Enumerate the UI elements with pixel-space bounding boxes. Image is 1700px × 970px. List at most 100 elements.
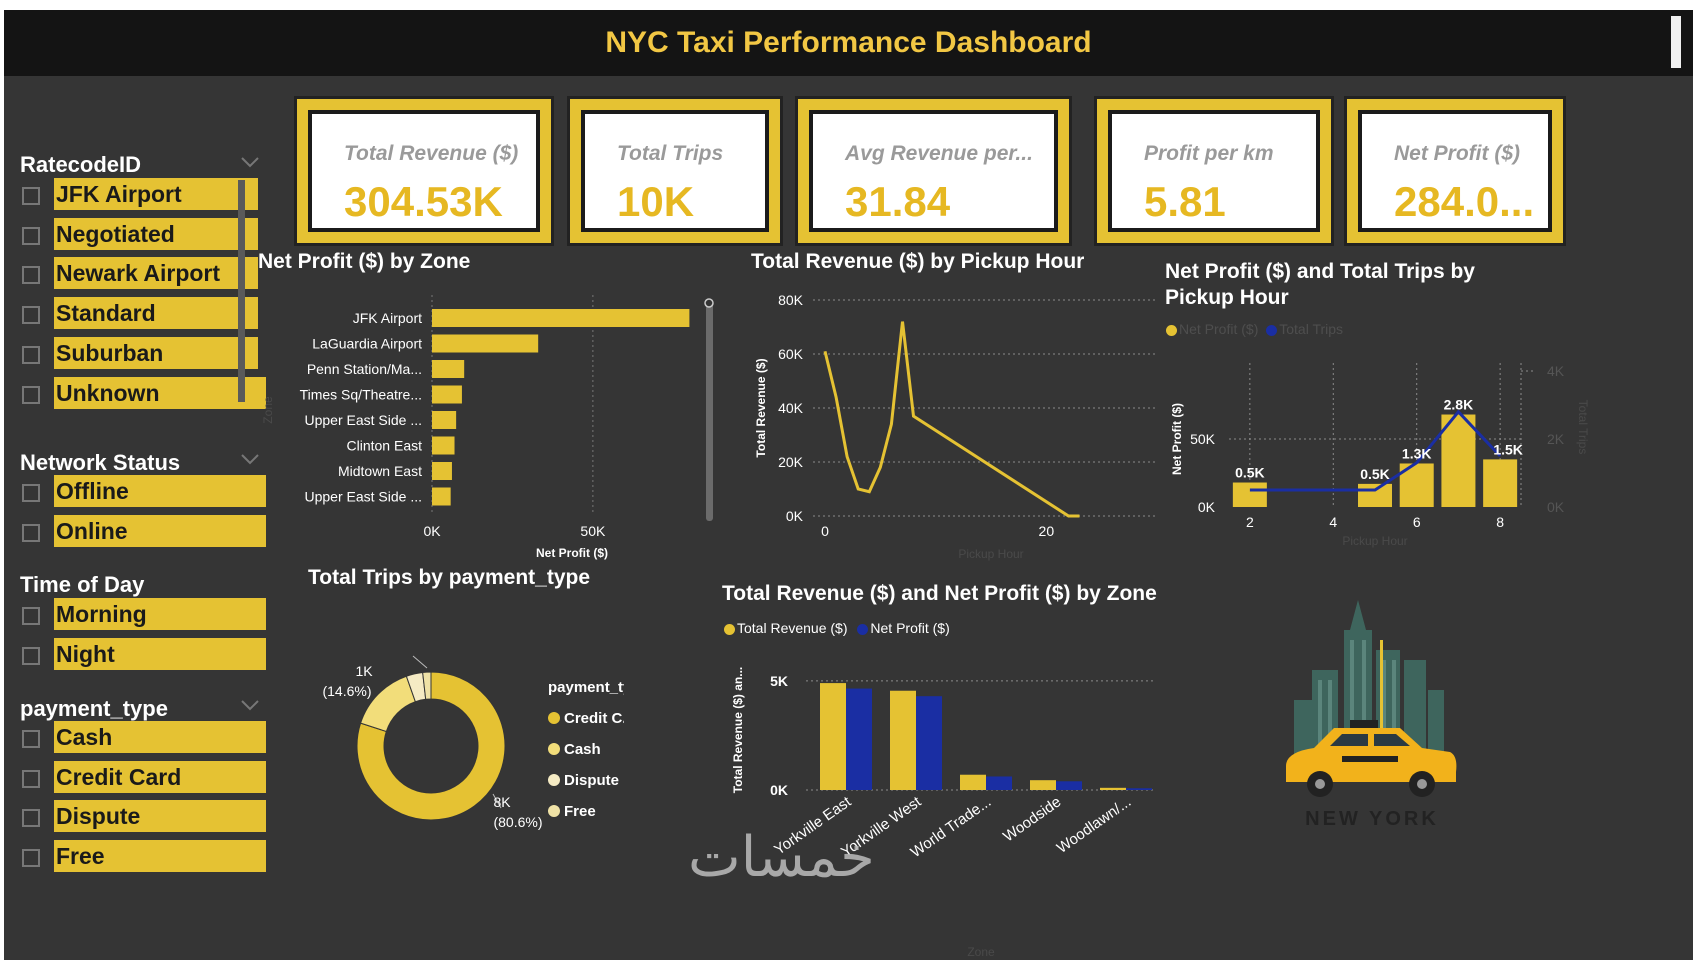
y-axis-label: Net Profit ($): [1170, 403, 1184, 475]
kpi-label: Avg Revenue per...: [845, 142, 1033, 165]
slicer-title-ratecode: RatecodeID: [20, 152, 142, 177]
chevron-down-icon[interactable]: [240, 698, 260, 712]
kpi-card-avg-revenue: Avg Revenue per... 31.84: [795, 96, 1072, 246]
data-label: 1.5K: [1493, 441, 1523, 457]
data-label: (80.6%): [493, 814, 542, 830]
checkbox[interactable]: [22, 770, 40, 788]
legend: Total Revenue ($) Net Profit ($): [724, 620, 950, 636]
y-tick-label: JFK Airport: [353, 310, 422, 326]
y2-tick-label: 2K: [1547, 431, 1565, 447]
x-axis-label: Pickup Hour: [958, 547, 1023, 561]
checkbox[interactable]: [22, 187, 40, 205]
checkbox[interactable]: [22, 227, 40, 245]
slicer-item-label: Standard: [54, 297, 258, 329]
x-tick-label: 2: [1246, 514, 1254, 530]
slicer-item-label: Night: [54, 638, 266, 670]
y-tick-label: 0K: [770, 782, 788, 798]
checkbox[interactable]: [22, 730, 40, 748]
bar: [432, 411, 457, 429]
checkbox[interactable]: [22, 607, 40, 625]
y2-tick-label: 0K: [1547, 499, 1565, 515]
y-tick-label: 60K: [778, 346, 804, 362]
slicer-title-time-of-day: Time of Day: [20, 572, 145, 597]
slicer-item-label: Morning: [54, 598, 266, 630]
checkbox[interactable]: [22, 809, 40, 827]
slicer-item-label: Online: [54, 515, 266, 547]
legend-item: Credit C...: [564, 710, 624, 727]
bar: [820, 683, 846, 790]
legend-item: Free: [564, 803, 596, 820]
x-tick-label: 50K: [580, 523, 606, 539]
legend-item[interactable]: Total Trips: [1279, 321, 1344, 337]
y-tick-label: Clinton East: [347, 438, 423, 454]
slicer-title-payment-type: payment_type: [20, 696, 168, 721]
y-tick-label: 80K: [778, 292, 804, 308]
checkbox[interactable]: [22, 524, 40, 542]
x-axis-label: Pickup Hour: [1342, 534, 1407, 548]
slicer-item-label: Unknown: [54, 377, 266, 409]
checkbox[interactable]: [22, 266, 40, 284]
data-label: 1K: [355, 663, 373, 679]
y-axis-label: Total Revenue ($) an...: [731, 667, 745, 793]
checkbox[interactable]: [22, 849, 40, 867]
title-bar: NYC Taxi Performance Dashboard: [4, 10, 1693, 76]
checkbox[interactable]: [22, 484, 40, 502]
chart-title-revenue-by-hour: Total Revenue ($) by Pickup Hour: [751, 250, 1085, 273]
legend-dot: [548, 712, 560, 724]
bar: [1483, 459, 1518, 507]
y-tick-label: 20K: [778, 454, 804, 470]
bar: [916, 696, 942, 790]
watermark: خمسات: [688, 825, 875, 890]
kpi-value: 31.84: [845, 178, 951, 225]
bar: [1056, 781, 1082, 790]
slicer-item-label: JFK Airport: [54, 178, 258, 210]
x-tick-label: 0: [821, 523, 829, 539]
slicer-item-label: Credit Card: [54, 761, 266, 793]
slicer-item-label: Newark Airport: [54, 257, 258, 289]
y-axis-label: Total Revenue ($): [754, 358, 768, 457]
x-axis-label: Net Profit ($): [536, 546, 608, 560]
chevron-down-icon[interactable]: [240, 155, 260, 169]
data-label: (14.6%): [322, 683, 371, 699]
legend-item[interactable]: Total Revenue ($): [737, 620, 848, 636]
slicer-scrollbar[interactable]: [238, 180, 245, 402]
checkbox[interactable]: [22, 647, 40, 665]
y-tick-label: 5K: [770, 673, 788, 689]
x-tick-label: Woodside: [1000, 793, 1064, 845]
leader-line: [412, 655, 428, 669]
chevron-down-icon[interactable]: [240, 452, 260, 466]
checkbox[interactable]: [22, 386, 40, 404]
profit-trips-by-hour-chart: 0.5K 0.5K 1.3K 2.8K 1.5K 2 4 6 8 0K 50K 0K 2K 4K Picku…: [1170, 363, 1590, 548]
x-tick-label: Woodlawn/...: [1054, 793, 1135, 857]
legend-dot: [857, 623, 869, 635]
bar: [960, 774, 986, 790]
chart-title-profit-trips-by-hour: Net Profit ($) and Total Trips by Pickup…: [1165, 260, 1475, 309]
bar: [846, 688, 872, 790]
legend-dot: [548, 743, 560, 755]
series-line: [823, 321, 1080, 518]
legend-item[interactable]: Net Profit ($): [870, 620, 950, 636]
bar: [432, 334, 539, 353]
kpi-value: 304.53K: [344, 178, 503, 225]
slicer-item-label: Cash: [54, 721, 266, 753]
bar: [432, 487, 451, 506]
kpi-value: 284.0...: [1394, 178, 1535, 225]
kpi-label: Net Profit ($): [1394, 142, 1520, 165]
legend-item[interactable]: Net Profit ($): [1179, 321, 1259, 337]
logo-text: NEW YORK: [1305, 808, 1439, 830]
y-tick-label: 40K: [778, 400, 804, 416]
checkbox[interactable]: [22, 346, 40, 364]
scrollbar: [706, 303, 713, 521]
y-tick-label: Midtown East: [338, 463, 422, 479]
x-tick-label: 0K: [423, 523, 441, 539]
bar: [1232, 482, 1267, 507]
bar: [986, 776, 1012, 790]
new-york-taxi-logo: NEW YORK: [1286, 600, 1457, 830]
legend-dot: [1166, 324, 1177, 336]
x-axis-label: Zone: [967, 945, 995, 959]
profit-by-zone-chart: JFK Airport LaGuardia Airport Penn Station…: [261, 295, 714, 560]
scroll-indicator[interactable]: [1671, 16, 1681, 68]
chart-title-profit-by-zone: Net Profit ($) by Zone: [258, 250, 471, 273]
checkbox[interactable]: [22, 306, 40, 324]
